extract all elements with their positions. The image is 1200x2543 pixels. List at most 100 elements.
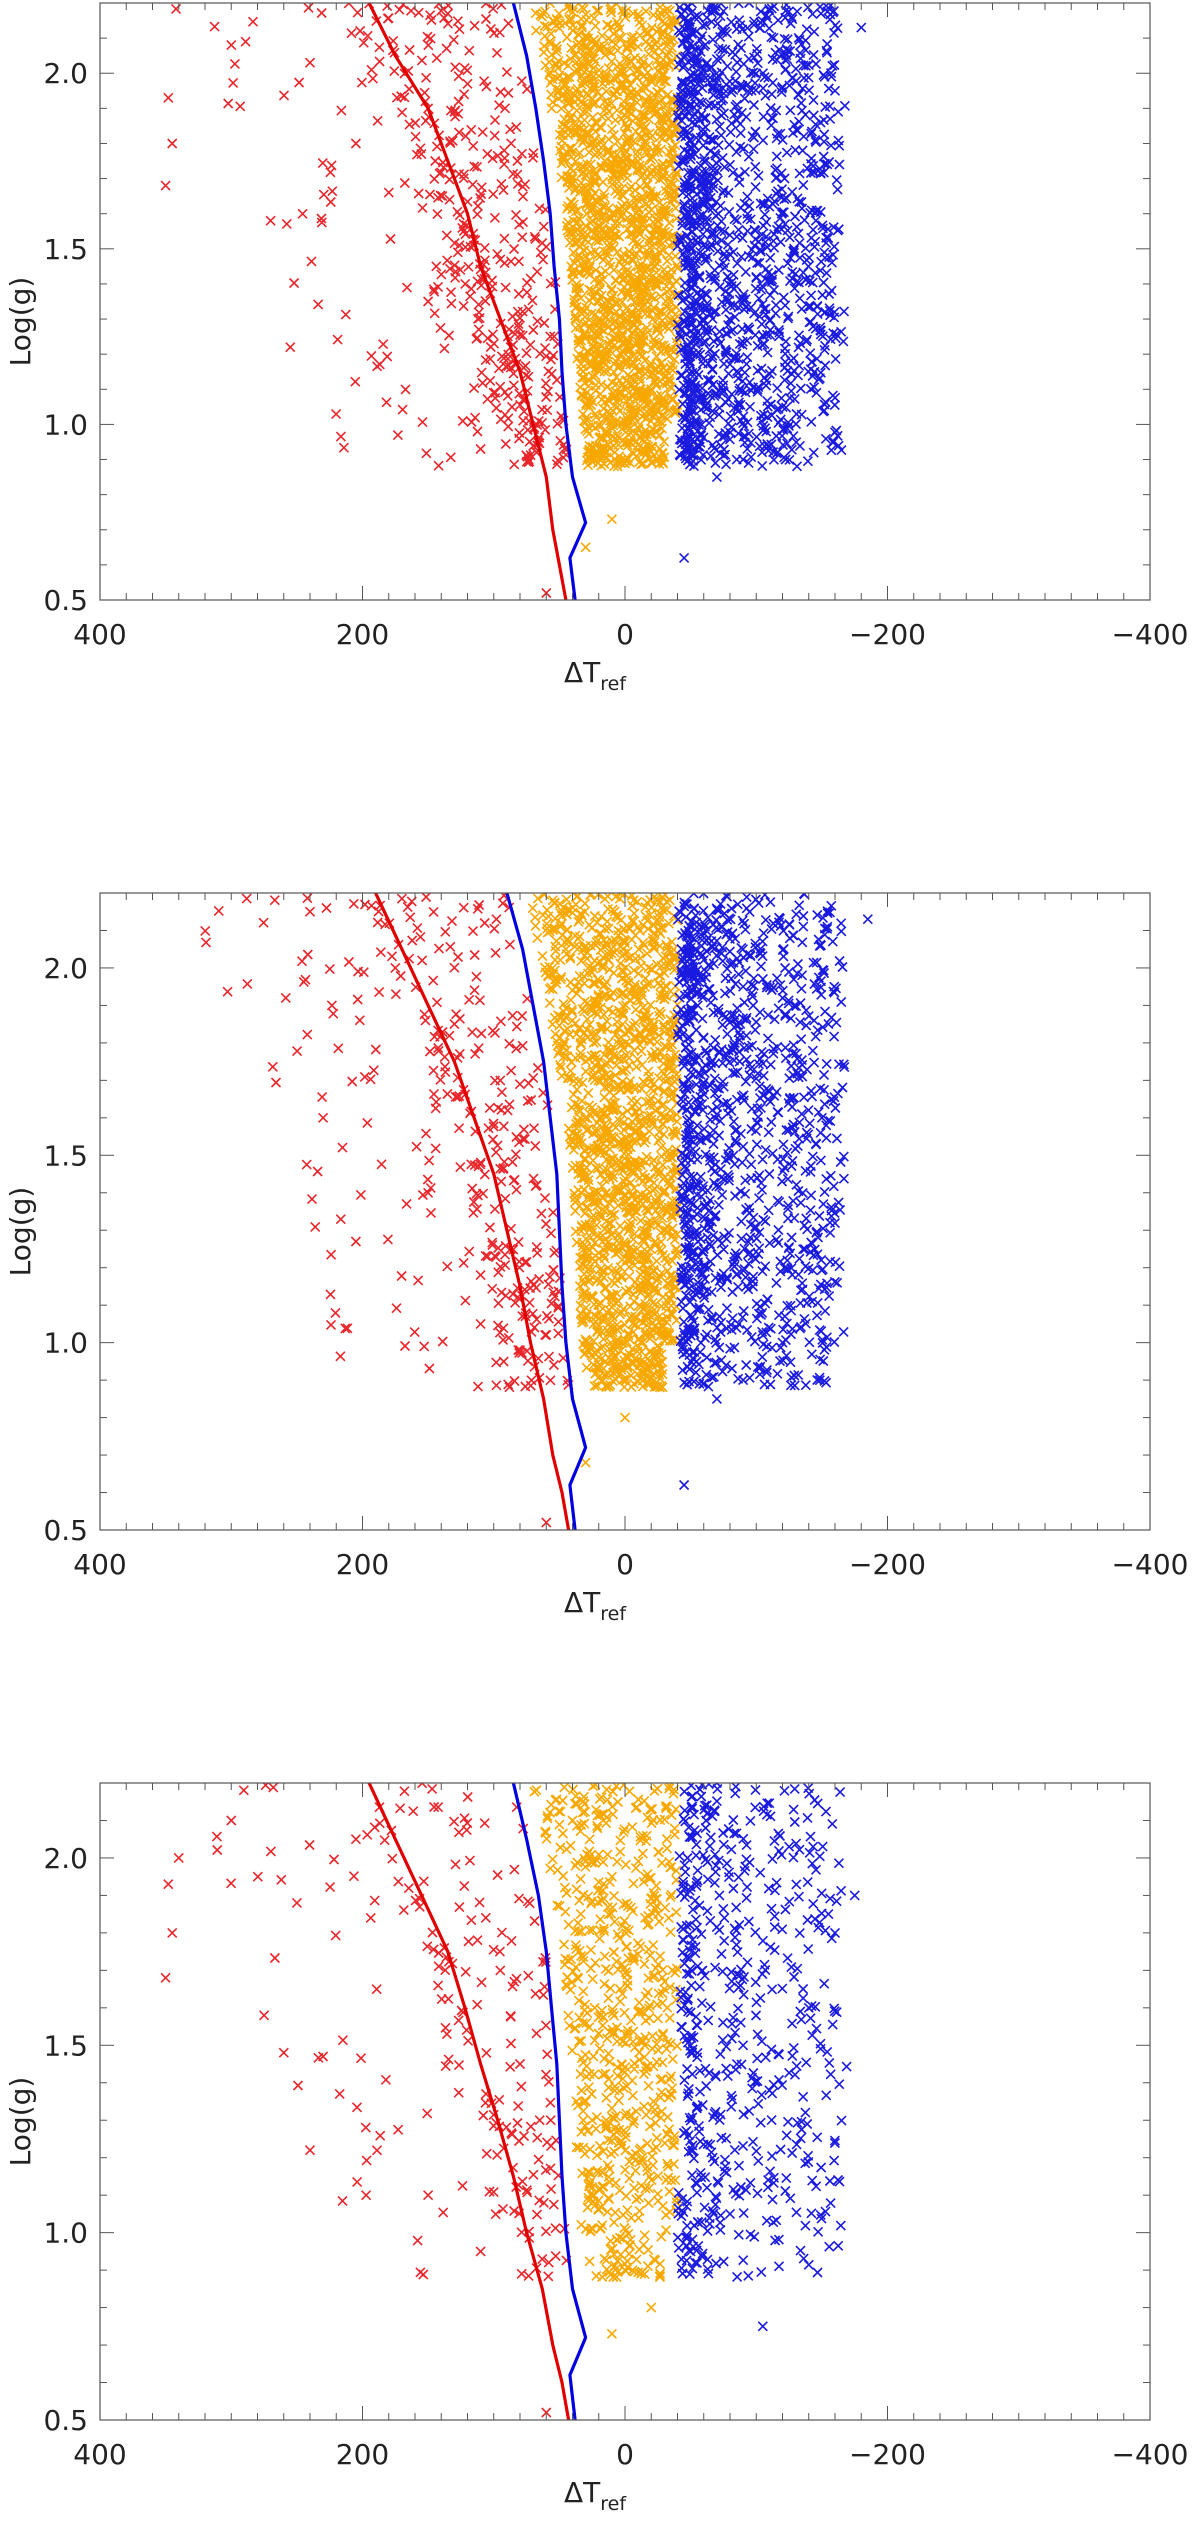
data-point [785,378,796,389]
data-point [577,3,588,13]
data-point [445,287,457,298]
data-point [798,180,809,191]
data-point [608,129,619,141]
data-point [340,309,351,320]
data-point [312,1166,323,1177]
data-point [747,131,758,142]
data-point [575,1300,586,1311]
data-point [820,433,831,444]
data-point [606,7,617,18]
data-point [335,1214,346,1225]
data-point [546,982,557,993]
data-point [583,236,594,247]
data-point [598,1341,609,1352]
data-point [453,71,464,82]
data-point [830,333,841,344]
data-point [710,306,721,317]
data-point [546,964,557,975]
data-point [610,1029,621,1040]
data-point [764,23,775,34]
data-point [767,77,778,88]
data-point [540,1329,551,1341]
data-point [487,1134,499,1145]
data-point [662,89,673,100]
data-point [758,220,769,231]
data-point [634,995,645,1006]
data-point [713,208,724,219]
data-point [398,3,409,10]
data-point [468,1196,479,1208]
data-point [552,62,563,74]
data-point [796,39,807,50]
data-point [611,16,623,28]
data-point [538,254,549,265]
data-point [452,16,463,27]
data-point [632,309,644,320]
data-point [670,203,681,214]
data-point [499,103,511,114]
data-point [500,282,511,293]
data-point [794,293,805,304]
data-point [397,107,408,118]
data-point [742,208,753,219]
data-point [700,401,712,412]
data-point [297,208,308,219]
data-point [682,206,693,217]
data-point [455,1162,466,1173]
data-point [437,191,448,202]
data-point [752,340,763,352]
data-point [760,237,771,248]
data-point [625,1221,636,1232]
data-point [759,273,771,284]
data-point [566,1073,577,1084]
data-point [821,3,832,11]
data-point [457,222,468,233]
data-point [646,204,657,215]
data-point [623,90,635,101]
data-point [479,242,490,253]
data-point [610,218,621,229]
data-point [780,300,791,311]
data-point [332,334,343,345]
data-point [803,301,814,312]
data-point [675,102,686,114]
data-point [446,298,457,309]
data-point [656,410,667,421]
data-point [643,91,654,102]
data-point [337,1142,348,1153]
data-point [738,431,749,442]
data-point [573,30,585,41]
data-point [682,208,693,219]
data-point [602,345,613,357]
data-point [696,454,707,465]
data-point [672,262,683,274]
data-point [603,1081,614,1092]
data-point [695,428,707,439]
data-point [336,105,347,116]
data-point [611,356,622,367]
data-point [520,1381,531,1392]
data-point [699,153,710,164]
data-point [603,63,614,74]
data-point [669,153,680,164]
data-point [810,267,821,278]
data-point [292,1046,303,1057]
data-point [700,113,711,124]
data-point [742,443,753,454]
data-point [472,209,483,220]
data-point [655,236,666,247]
data-point [719,431,730,442]
data-point [707,161,719,172]
data-point [399,1340,411,1352]
data-point [462,78,473,89]
data-point [463,261,474,272]
data-point [524,436,535,447]
data-point [588,454,599,465]
data-point [776,83,787,94]
data-point [728,84,739,95]
data-point [681,230,692,241]
data-point [540,1218,552,1230]
data-point [619,893,630,900]
data-point [572,1195,583,1206]
data-point [513,1237,524,1248]
